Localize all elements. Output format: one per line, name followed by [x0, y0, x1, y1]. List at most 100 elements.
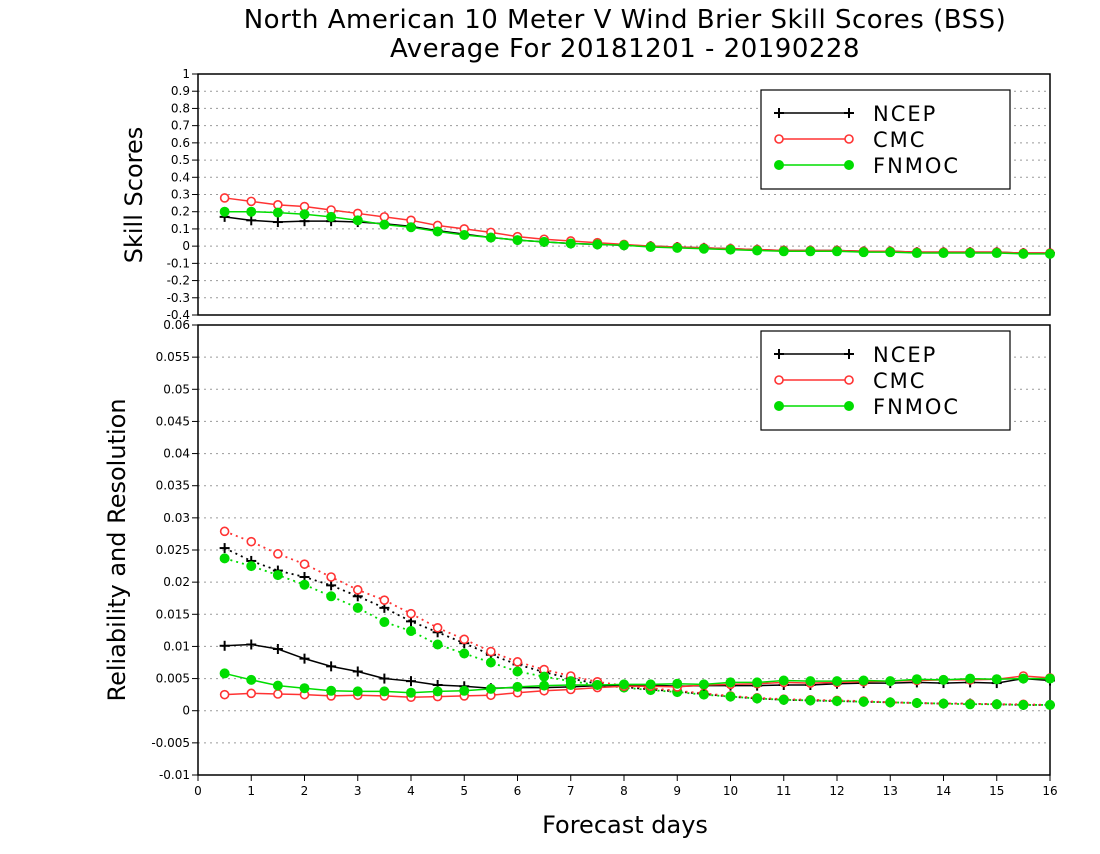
plot-layer: -0.4 -0.3 -0.2 -0.1 0 0.1 0.2 0.3 0.4 0.5 0.6 0.7 0.… [151, 67, 1057, 798]
top-point-ncep-2 [272, 217, 283, 228]
bottom-y-tick-label-14: 0.06 [163, 318, 190, 332]
top-legend-marker-b-1 [844, 134, 854, 144]
bottom-point-fnmoc-resolution-18 [698, 679, 709, 690]
top-point-fnmoc-4 [326, 211, 337, 222]
bottom-point-cmc-reliability-8 [432, 622, 443, 633]
bottom-x-tick-label-1: 1 [247, 784, 255, 798]
bottom-point-cmc-reliability-4 [326, 572, 336, 582]
top-y-tick-label-3: -0.1 [167, 256, 190, 270]
bottom-point-fnmoc-resolution-25 [885, 676, 896, 687]
bottom-point-ncep-reliability-0 [219, 543, 230, 554]
top-point-fnmoc-7 [406, 222, 416, 233]
bottom-point-cmc-reliability-11 [512, 657, 523, 667]
bottom-point-fnmoc-resolution-20 [752, 677, 763, 688]
top-y-tick-label-10: 0.6 [171, 136, 190, 150]
bottom-point-fnmoc-resolution-17 [672, 678, 683, 689]
bottom-point-fnmoc-reliability-6 [379, 617, 390, 627]
top-legend-marker-a-2 [774, 160, 784, 170]
bottom-point-fnmoc-reliability-30 [1018, 699, 1029, 710]
top-legend-label-1: CMC [873, 128, 926, 152]
top-y-tick-label-6: 0.2 [171, 205, 190, 219]
top-point-fnmoc-29 [991, 248, 1002, 259]
bottom-point-fnmoc-resolution-26 [911, 674, 922, 685]
bottom-x-tick-label-8: 8 [620, 784, 628, 798]
bottom-point-fnmoc-resolution-22 [805, 676, 816, 687]
bottom-legend-marker-b-1 [844, 375, 854, 385]
top-point-fnmoc-25 [885, 247, 896, 258]
bottom-point-cmc-resolution-1 [246, 688, 257, 699]
bottom-x-tick-label-15: 15 [989, 784, 1004, 798]
bottom-point-cmc-reliability-9 [459, 634, 470, 645]
bottom-point-fnmoc-reliability-3 [299, 579, 310, 590]
top-y-tick-label-5: 0.1 [171, 222, 190, 236]
top-point-fnmoc-16 [645, 242, 656, 253]
bottom-y-tick-label-0: -0.01 [159, 768, 190, 782]
bottom-legend-marker-b-2 [844, 401, 854, 411]
bottom-point-fnmoc-resolution-24 [858, 675, 869, 686]
bottom-point-fnmoc-resolution-12 [539, 680, 550, 691]
bottom-point-fnmoc-resolution-7 [406, 687, 416, 698]
bottom-point-fnmoc-reliability-4 [326, 591, 337, 602]
bottom-x-tick-label-2: 2 [301, 784, 309, 798]
bottom-y-tick-label-7: 0.025 [156, 543, 190, 557]
bottom-point-fnmoc-reliability-27 [938, 698, 949, 709]
bottom-x-tick-label-11: 11 [776, 784, 791, 798]
bottom-y-axis-label: Reliability and Resolution [103, 398, 131, 701]
top-point-fnmoc-0 [219, 206, 230, 217]
top-legend-marker-b-2 [844, 160, 854, 170]
bottom-y-tick-label-4: 0.01 [163, 639, 190, 653]
bottom-x-tick-label-7: 7 [567, 784, 575, 798]
bottom-point-fnmoc-resolution-1 [246, 674, 257, 685]
bottom-point-fnmoc-reliability-11 [512, 666, 523, 677]
top-point-fnmoc-10 [485, 232, 496, 243]
bottom-legend-marker-a-2 [774, 401, 784, 411]
top-legend-item-cmc: CMC [774, 128, 926, 152]
bottom-point-fnmoc-reliability-9 [459, 648, 470, 659]
bottom-series-ncep-resolution [219, 639, 1055, 694]
bottom-point-fnmoc-reliability-29 [991, 699, 1002, 710]
bottom-legend-item-fnmoc: FNMOC [774, 395, 958, 419]
bottom-point-cmc-resolution-0 [219, 689, 230, 700]
top-y-tick-label-14: 1 [182, 67, 190, 81]
bottom-point-fnmoc-reliability-23 [832, 696, 842, 707]
bottom-point-fnmoc-reliability-10 [485, 657, 496, 668]
top-point-fnmoc-21 [778, 246, 789, 257]
bottom-line-ncep-reliability [224, 547, 1050, 706]
bottom-point-cmc-reliability-10 [486, 646, 496, 657]
bottom-point-cmc-reliability-7 [406, 608, 416, 619]
top-point-fnmoc-14 [592, 239, 603, 250]
top-line-cmc [224, 197, 1050, 254]
top-point-fnmoc-13 [565, 238, 576, 249]
bottom-x-tick-label-12: 12 [829, 784, 844, 798]
bottom-x-tick-label-16: 16 [1042, 784, 1057, 798]
x-axis-label: Forecast days [542, 811, 708, 839]
bottom-legend-marker-a-0 [774, 349, 784, 359]
top-point-fnmoc-20 [752, 245, 763, 256]
bottom-y-tick-label-13: 0.055 [156, 350, 190, 364]
bottom-point-fnmoc-resolution-30 [1018, 673, 1029, 684]
bottom-point-fnmoc-resolution-14 [592, 680, 603, 690]
top-point-fnmoc-22 [805, 246, 816, 257]
bottom-y-tick-label-1: -0.005 [151, 736, 190, 750]
bottom-series-fnmoc-reliability [219, 553, 1055, 710]
bottom-point-fnmoc-resolution-6 [379, 686, 390, 697]
top-y-tick-label-4: 0 [182, 239, 190, 253]
bottom-point-fnmoc-resolution-23 [832, 676, 842, 687]
bottom-point-ncep-resolution-7 [406, 676, 416, 687]
top-point-fnmoc-24 [858, 247, 869, 258]
bottom-point-fnmoc-resolution-15 [619, 679, 629, 690]
bottom-point-cmc-reliability-0 [219, 526, 230, 537]
top-point-fnmoc-17 [672, 242, 683, 253]
bottom-point-fnmoc-resolution-0 [219, 668, 230, 679]
top-line-ncep [224, 216, 1050, 254]
bottom-point-fnmoc-reliability-19 [725, 691, 736, 702]
bottom-point-cmc-reliability-2 [273, 549, 283, 559]
chart-subtitle: Average For 20181201 - 20190228 [390, 34, 860, 64]
top-legend-marker-a-0 [774, 108, 784, 118]
bottom-point-fnmoc-resolution-4 [326, 685, 337, 696]
top-point-fnmoc-1 [246, 206, 257, 217]
top-point-fnmoc-19 [725, 244, 736, 255]
bottom-point-ncep-resolution-1 [246, 639, 257, 650]
